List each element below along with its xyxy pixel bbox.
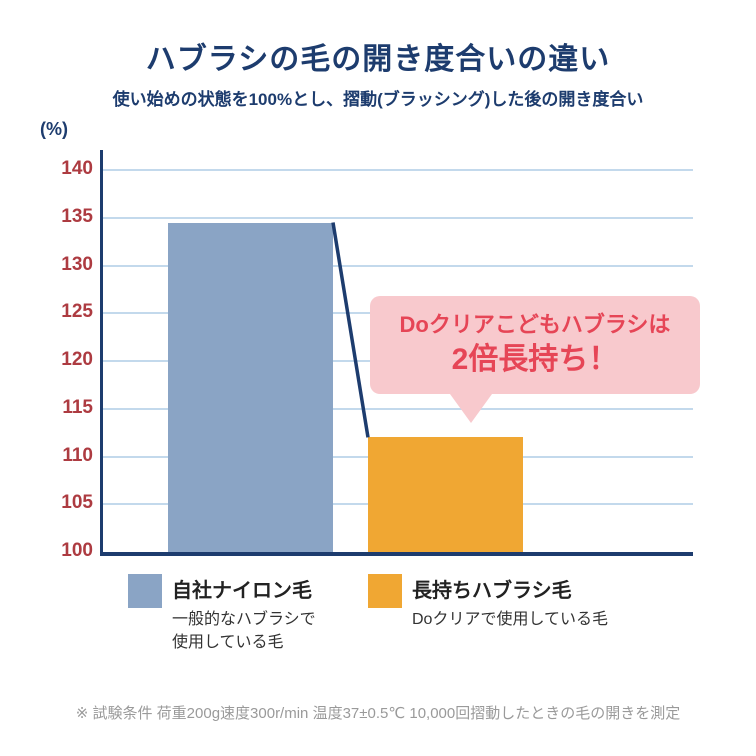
gridline-115 (103, 407, 693, 410)
callout-tail-pointer (450, 394, 492, 423)
decline-line (331, 222, 370, 438)
legend-item-longlast: 長持ちハブラシ毛 Doクリアで使用している毛 (368, 574, 608, 631)
legend-text-block: 自社ナイロン毛 一般的なハブラシで 使用している毛 (172, 574, 316, 654)
legend-swatch-blue (128, 574, 162, 608)
y-tick-label-100: 100 (61, 540, 93, 561)
annotation-line2: 2倍長持ち！ (451, 342, 619, 376)
legend-label: 自社ナイロン毛 (172, 580, 312, 602)
y-tick-label-135: 135 (61, 205, 93, 227)
gridline-140 (103, 169, 693, 171)
chart-subtitle: 使い始めの状態を100%とし、摺動(ブラッシング)した後の開き度合い (112, 90, 644, 109)
y-tick-label-115: 115 (62, 396, 93, 418)
y-tick-label-130: 130 (61, 253, 93, 275)
bar-nylon (168, 222, 333, 552)
y-tick-label-110: 110 (62, 444, 93, 466)
y-tick-label-125: 125 (61, 301, 93, 323)
legend-desc-line: 使用している毛 (172, 634, 284, 652)
legend-swatch-orange (368, 574, 402, 608)
gridline-130 (103, 264, 693, 267)
legend-desc-line: Doクリアで使用している毛 (412, 611, 608, 628)
chart-title: ハブラシの毛の開き度合いの違い (145, 43, 611, 76)
annotation-callout: Doクリアこどもハブラシは 2倍長持ち！ (370, 296, 700, 423)
legend-item-nylon: 自社ナイロン毛 一般的なハブラシで 使用している毛 (128, 574, 316, 654)
y-tick-label-140: 140 (61, 158, 93, 179)
gridline-135 (103, 216, 693, 219)
legend-label: 長持ちハブラシ毛 (412, 580, 572, 602)
y-tick-label-120: 120 (61, 349, 93, 370)
test-conditions-footnote: ※ 試験条件 荷重200g速度300r/min 温度37±0.5℃ 10,000… (75, 705, 681, 722)
bar-longlast (368, 437, 523, 552)
plot-area: 100 105 110 115 120 125 130 135 140 (61, 150, 693, 561)
legend-desc-line: 一般的なハブラシで (172, 611, 316, 628)
legend-text-block: 長持ちハブラシ毛 Doクリアで使用している毛 (412, 574, 608, 631)
annotation-line1: Doクリアこどもハブラシは (399, 312, 671, 338)
y-tick-label-105: 105 (61, 492, 93, 514)
y-axis-unit-label: (%) (40, 119, 68, 139)
